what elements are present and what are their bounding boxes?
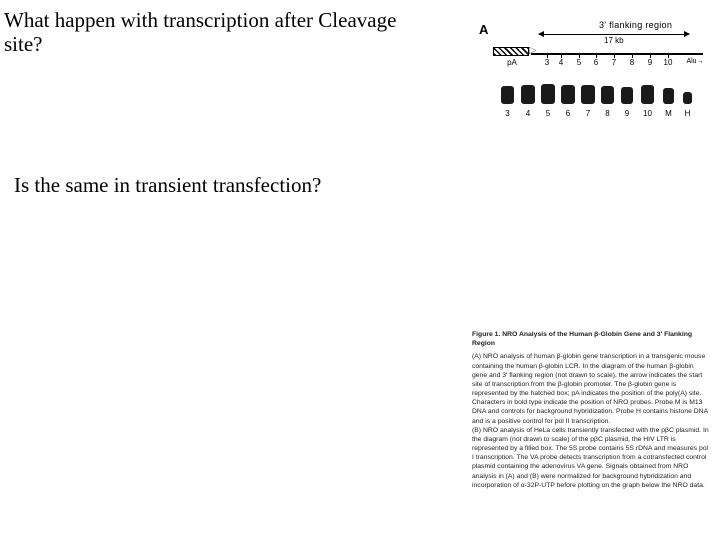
northern-blot: 345678910MH (491, 82, 703, 112)
gel-band (521, 85, 535, 104)
axis-tick-label: 10 (664, 58, 673, 67)
axis-tick-label: 7 (612, 58, 616, 67)
lane-label: 6 (566, 109, 570, 118)
dimension-arrow (539, 34, 689, 35)
question-2: Is the same in transient transfection? (14, 173, 414, 198)
figure-title: Figure 1. NRO Analysis of the Human β-Gl… (472, 330, 710, 348)
gel-band (683, 92, 692, 104)
axis-tick-label: 9 (648, 58, 652, 67)
pa-label: pA (507, 58, 517, 67)
axis-tick-label: 3 (545, 58, 549, 67)
axis-tick-label: 8 (630, 58, 634, 67)
axis-line (531, 53, 703, 55)
lane-label: H (685, 109, 691, 118)
gel-band (621, 87, 633, 104)
question-1: What happen with transcription after Cle… (4, 8, 404, 56)
figure-para-b: (B) NRO analysis of HeLa cells transient… (472, 426, 710, 490)
gel-band (601, 86, 614, 104)
lane-label: M (665, 109, 672, 118)
lane-label: 4 (526, 109, 530, 118)
axis-tick-label: 6 (594, 58, 598, 67)
lane-label: 5 (546, 109, 550, 118)
gel-band (541, 84, 555, 104)
panel-a-label: A (479, 22, 488, 37)
dimension-label: 17 kb (604, 36, 624, 45)
lane-label: 7 (586, 109, 590, 118)
gel-band (561, 85, 575, 104)
lane-label: 8 (605, 109, 609, 118)
figure-para-a: (A) NRO analysis of human β-globin gene … (472, 352, 710, 425)
gene-hatched-box (493, 47, 529, 56)
gel-band (501, 86, 514, 104)
lane-label: 9 (625, 109, 629, 118)
lane-label: 3 (505, 109, 509, 118)
axis-tick-label: 5 (577, 58, 581, 67)
panel-a-caption: 3' flanking region (599, 20, 672, 30)
gel-band (663, 88, 674, 104)
lane-label: 10 (643, 109, 652, 118)
gel-band (581, 85, 595, 104)
figure-caption: Figure 1. NRO Analysis of the Human β-Gl… (472, 330, 710, 490)
alu-label: Alu→ (686, 58, 703, 65)
axis-tick-label: 4 (559, 58, 563, 67)
gel-band (641, 85, 654, 104)
